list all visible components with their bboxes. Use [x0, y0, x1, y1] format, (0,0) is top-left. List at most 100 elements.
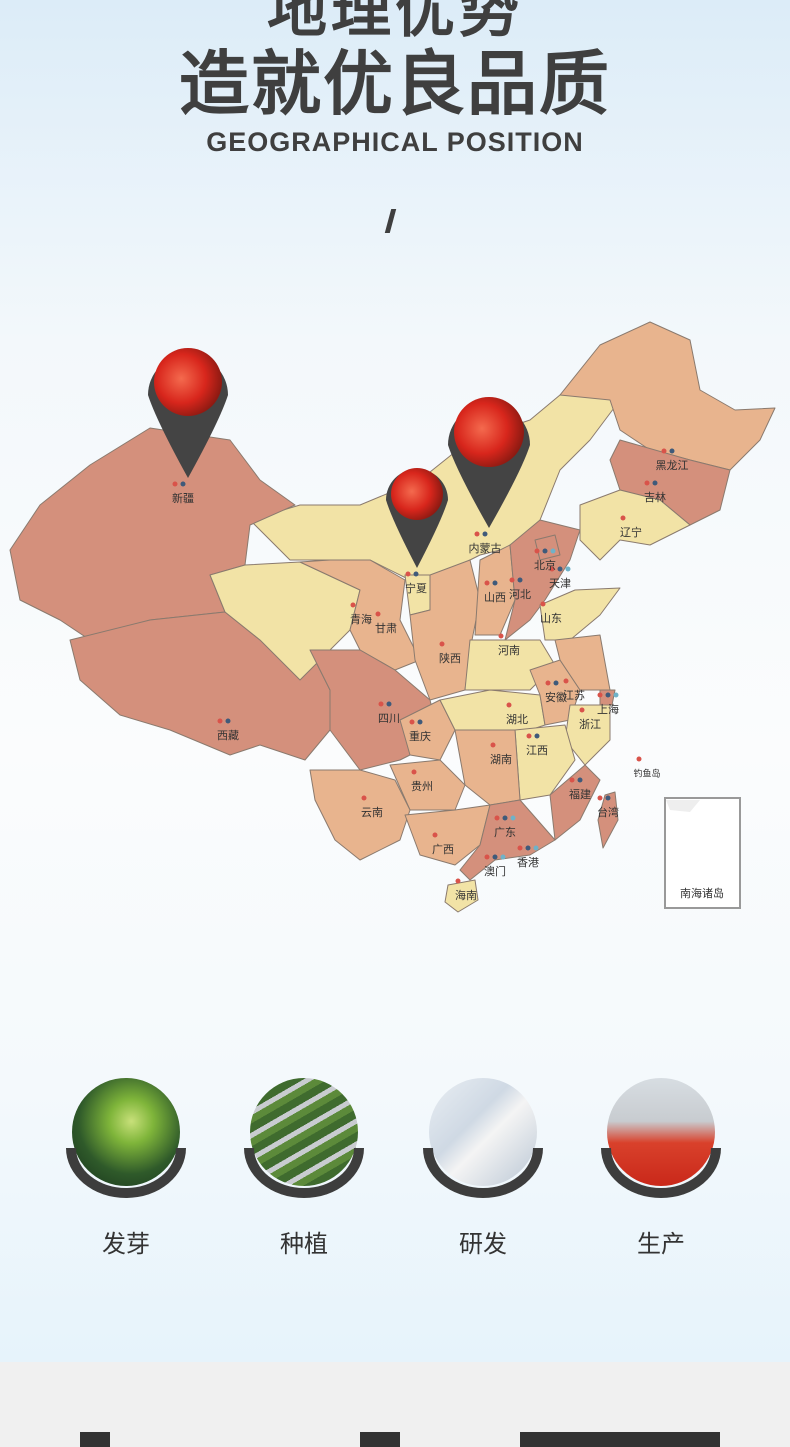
region-hunan: [454, 729, 521, 806]
region-label: 辽宁: [620, 526, 642, 539]
region-dot: [439, 641, 445, 647]
region-label: 甘肃: [375, 622, 397, 635]
region-label: 江苏: [563, 689, 585, 702]
region-dot: [386, 701, 392, 707]
region-dot: [605, 692, 611, 698]
region-dot: [577, 777, 583, 783]
region-label: 宁夏: [405, 582, 427, 595]
region-heilongjiang: [559, 321, 776, 471]
ring-decoration: [601, 1148, 721, 1198]
region-dot: [652, 480, 658, 486]
region-label: 云南: [361, 806, 383, 819]
region-dot: [579, 707, 585, 713]
region-dot: [533, 845, 539, 851]
next-section-title-fragment: [520, 1432, 720, 1447]
pin-neimenggu[interactable]: [448, 397, 530, 528]
region-label: 西藏: [217, 729, 239, 742]
region-dot: [605, 795, 611, 801]
stage-field-photo: [244, 1078, 364, 1198]
region-dot: [620, 515, 626, 521]
region-dot: [350, 602, 356, 608]
region-label: 上海: [597, 703, 619, 716]
region-hainan: [444, 879, 479, 913]
region-dot: [526, 733, 532, 739]
region-dot: [474, 531, 480, 537]
region-dot: [225, 718, 231, 724]
region-shaanxi: [409, 559, 481, 701]
region-dot: [484, 580, 490, 586]
region-dot: [172, 481, 178, 487]
pin-xinjiang[interactable]: [148, 348, 228, 478]
region-label: 河北: [509, 588, 531, 601]
region-dot: [509, 577, 515, 583]
region-label: 山西: [484, 591, 506, 604]
region-label: 山东: [540, 612, 562, 625]
region-dot: [545, 680, 551, 686]
region-dot: [563, 678, 569, 684]
china-map: [9, 321, 776, 913]
region-yunnan: [309, 769, 411, 861]
ring-decoration: [66, 1148, 186, 1198]
region-guangdong: [459, 799, 556, 881]
region-dot: [432, 832, 438, 838]
stage-factory-photo: [601, 1078, 721, 1198]
region-label: 钓鱼岛: [633, 769, 661, 780]
region-label: 陕西: [439, 652, 461, 665]
region-label: 湖北: [506, 713, 528, 726]
region-dot: [492, 580, 498, 586]
pin-ningxia[interactable]: [386, 468, 448, 568]
region-dot: [217, 718, 223, 724]
region-label: 青海: [350, 613, 372, 626]
region-dot: [498, 633, 504, 639]
region-shanghai: [599, 689, 616, 706]
south-china-sea-inset: [664, 797, 741, 909]
stage-sprout-photo: [66, 1078, 186, 1198]
region-xinjiang: [9, 427, 296, 641]
region-dot: [534, 733, 540, 739]
region-label: 澳门: [484, 865, 506, 878]
region-dot: [405, 571, 411, 577]
region-label: 香港: [517, 856, 539, 869]
stage-label: 生产: [637, 1230, 685, 1258]
region-dot: [597, 795, 603, 801]
next-section-title-fragment: [80, 1432, 110, 1447]
region-dot: [525, 845, 531, 851]
region-dot: [506, 702, 512, 708]
region-label: 江西: [526, 744, 548, 757]
region-jiangsu: [554, 634, 611, 691]
region-dot: [636, 756, 642, 762]
region-label: 湖南: [490, 753, 512, 766]
inset-label: 南海诸岛: [680, 887, 724, 900]
region-dot: [510, 815, 516, 821]
region-dot: [482, 531, 488, 537]
stage-label: 研发: [459, 1230, 507, 1258]
region-dot: [569, 777, 575, 783]
region-dot: [417, 719, 423, 725]
page-title: 造就优良品质: [179, 43, 611, 125]
region-dot: [553, 680, 559, 686]
region-shanxi: [474, 544, 516, 636]
region-label: 黑龙江: [655, 459, 689, 472]
region-dot: [669, 448, 675, 454]
stage-lab-photo: [423, 1078, 543, 1198]
region-dot: [409, 719, 415, 725]
region-label: 河南: [498, 644, 520, 657]
region-taiwan: [597, 791, 619, 849]
region-dot: [549, 566, 555, 572]
region-fujian: [549, 764, 601, 841]
region-dot: [661, 448, 667, 454]
region-dot: [490, 742, 496, 748]
stage-label: 种植: [280, 1230, 328, 1258]
region-dot: [500, 854, 506, 860]
region-label: 吉林: [644, 491, 666, 504]
region-label: 贵州: [411, 780, 433, 793]
region-label: 四川: [378, 712, 400, 725]
region-label: 天津: [549, 577, 571, 590]
region-label: 内蒙古: [468, 542, 502, 555]
region-label: 北京: [534, 559, 556, 572]
region-dot: [540, 601, 546, 607]
region-dot: [492, 854, 498, 860]
ring-decoration: [423, 1148, 543, 1198]
region-dot: [517, 577, 523, 583]
stage-label: 发芽: [102, 1230, 150, 1258]
